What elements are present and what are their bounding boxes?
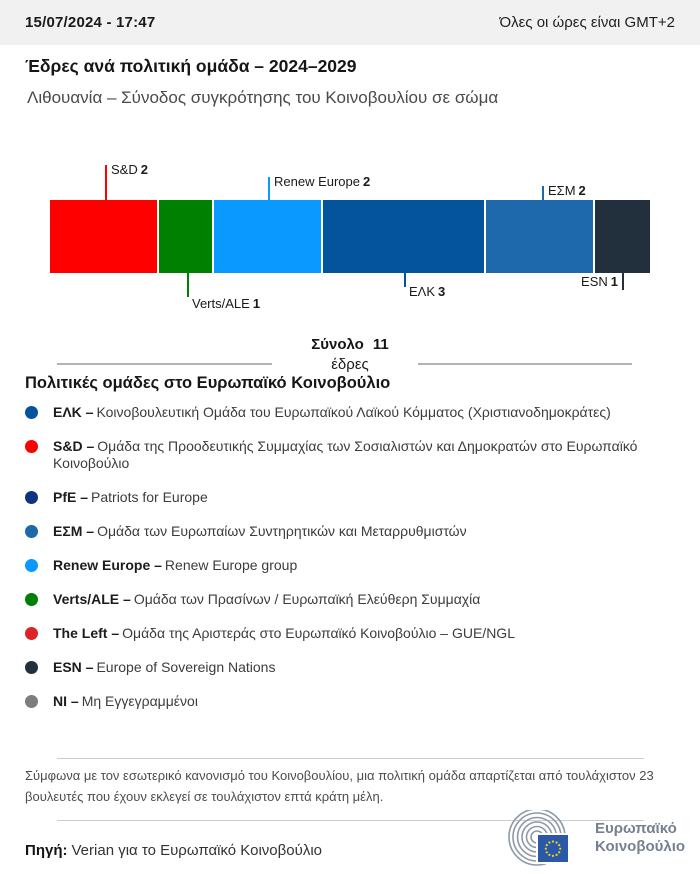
legend-dot-sd	[25, 440, 38, 453]
callout-tick-sd	[105, 165, 107, 200]
segment-seats: 2	[578, 183, 586, 198]
source-label: Πηγή:	[25, 842, 68, 859]
bar-segment-Renew Europe[interactable]	[213, 200, 323, 273]
logo-text-line2: Κοινοβούλιο	[595, 838, 686, 855]
legend-dot-ni	[25, 695, 38, 708]
legend-name: Verts/ALE –	[53, 591, 131, 607]
legend-item-sd: S&D – Ομάδα της Προοδευτικής Συμμαχίας τω…	[25, 438, 675, 472]
legend-desc: Patriots for Europe	[91, 489, 208, 505]
stacked-bar	[50, 200, 650, 273]
legend-item-renew: Renew Europe – Renew Europe group	[25, 557, 675, 574]
legend-desc: Europe of Sovereign Nations	[96, 659, 276, 675]
callout-label-renew: Renew Europe 2	[274, 174, 370, 190]
legend-item-pfe: PfE – Patriots for Europe	[25, 489, 675, 506]
total-unit: έδρες	[331, 356, 369, 373]
callout-label-epp: ΕΛΚ 3	[409, 284, 445, 300]
seats-chart: S&D 2 Renew Europe 2 ΕΣΜ 2 Verts/ALE 1 ΕΛΚ 3 …	[0, 160, 700, 320]
eu-flag-icon	[538, 835, 568, 862]
logo-text-line1: Ευρωπαϊκό	[595, 820, 677, 837]
callout-tick-ecr	[542, 186, 544, 200]
legend-item-ecr: ΕΣΜ – Ομάδα των Ευρωπαίων Συντηρητικών κα…	[25, 523, 675, 540]
eu-flag-stars	[544, 840, 562, 857]
ep-logo-graphic	[508, 810, 570, 866]
legend-item-epp: ΕΛΚ – Κοινοβουλευτική Ομάδα του Ευρωπαϊκο…	[25, 404, 675, 421]
bar-segment-S&D[interactable]	[50, 200, 160, 273]
callout-label-esn: ESN 1	[538, 274, 618, 290]
total-divider-left	[57, 363, 272, 365]
segment-name: Renew Europe	[274, 174, 360, 189]
total-label: Σύνολο	[311, 336, 364, 353]
legend: ΕΛΚ – Κοινοβουλευτική Ομάδα του Ευρωπαϊκο…	[25, 404, 675, 727]
legend-name: ESN –	[53, 659, 94, 675]
legend-name: Renew Europe –	[53, 557, 162, 573]
bar-segment-ΕΛΚ[interactable]	[322, 200, 487, 273]
callout-label-verts: Verts/ALE 1	[192, 296, 260, 312]
rules-note: Σύμφωνα με τον εσωτερικό κανονισμό του Κ…	[25, 768, 654, 804]
segment-seats: 1	[252, 296, 261, 311]
legend-desc: Ομάδα των Πρασίνων / Ευρωπαϊκή Ελεύθερη …	[133, 591, 481, 607]
segment-name: S&D	[111, 162, 138, 177]
total-divider-right	[418, 363, 632, 365]
ep-logo: Ευρωπαϊκό Κοινοβούλιο	[507, 809, 697, 867]
bar-segment-ΕΣΜ[interactable]	[486, 200, 596, 273]
segment-seats: 2	[363, 174, 371, 189]
legend-desc: Ομάδα της Προοδευτικής Συμμαχίας των Σοσ…	[53, 438, 638, 471]
legend-desc: Renew Europe group	[164, 557, 298, 573]
legend-name: ΕΛΚ –	[53, 404, 94, 420]
source-text: Verian για το Ευρωπαϊκό Κοινοβούλιο	[71, 842, 323, 859]
legend-dot-verts	[25, 593, 38, 606]
callout-tick-esn	[622, 273, 624, 290]
segment-seats: 3	[438, 284, 446, 299]
legend-item-esn: ESN – Europe of Sovereign Nations	[25, 659, 675, 676]
footer-divider-bottom	[57, 820, 644, 821]
callout-tick-epp	[404, 273, 406, 287]
total-seats-line1: Σύνολο 11	[270, 336, 430, 353]
legend-desc: Ομάδα των Ευρωπαίων Συντηρητικών και Μετ…	[97, 523, 467, 539]
bar-segment-Verts/ALE[interactable]	[159, 200, 214, 273]
legend-dot-ecr	[25, 525, 38, 538]
legend-name: NI –	[53, 693, 79, 709]
page-title: Έδρες ανά πολιτική ομάδα – 2024–2029	[25, 56, 357, 76]
segment-name: ΕΛΚ	[409, 284, 436, 299]
timezone-note: Όλες οι ώρες είναι GMT+2	[499, 14, 676, 31]
legend-heading: Πολιτικές ομάδες στο Ευρωπαϊκό Κοινοβούλ…	[25, 374, 391, 392]
legend-name: S&D –	[53, 438, 95, 454]
segment-seats: 1	[610, 274, 618, 289]
segment-name: ESN	[581, 274, 608, 289]
ep-logo-text: Ευρωπαϊκό Κοινοβούλιο	[595, 820, 685, 856]
segment-seats: 2	[140, 162, 148, 177]
legend-item-verts: Verts/ALE – Ομάδα των Πρασίνων / Ευρωπαϊκ…	[25, 591, 675, 608]
legend-dot-renew	[25, 559, 38, 572]
legend-desc: Ομάδα της Αριστεράς στο Ευρωπαϊκό Κοινοβ…	[122, 625, 515, 641]
legend-dot-left	[25, 627, 38, 640]
legend-desc: Κοινοβουλευτική Ομάδα του Ευρωπαϊκού Λαϊ…	[96, 404, 611, 420]
total-seats: Σύνολο 11 έδρες	[270, 336, 430, 373]
legend-dot-epp	[25, 406, 38, 419]
source-line: Πηγή: Verian για το Ευρωπαϊκό Κοινοβούλιο	[25, 842, 322, 859]
footer-divider-top	[57, 758, 644, 759]
callout-tick-renew	[268, 177, 270, 200]
legend-desc: Μη Εγγεγραμμένοι	[81, 693, 198, 709]
legend-dot-esn	[25, 661, 38, 674]
top-bar: 15/07/2024 - 17:47 Όλες οι ώρες είναι GM…	[0, 0, 700, 45]
bar-segment-ESN[interactable]	[595, 200, 650, 273]
total-value: 11	[372, 336, 389, 353]
legend-item-ni: NI – Μη Εγγεγραμμένοι	[25, 693, 675, 710]
datetime-label: 15/07/2024 - 17:47	[25, 14, 156, 31]
callout-label-sd: S&D 2	[111, 162, 148, 178]
legend-name: ΕΣΜ –	[53, 523, 95, 539]
page-subtitle: Λιθουανία – Σύνοδος συγκρότησης του Κοιν…	[27, 88, 499, 107]
legend-name: The Left –	[53, 625, 120, 641]
legend-item-left: The Left – Ομάδα της Αριστεράς στο Ευρωπα…	[25, 625, 675, 642]
callout-label-ecr: ΕΣΜ 2	[548, 183, 586, 199]
callout-tick-verts	[187, 273, 189, 297]
legend-name: PfE –	[53, 489, 89, 505]
segment-name: ΕΣΜ	[548, 183, 576, 198]
segment-name: Verts/ALE	[192, 296, 250, 311]
legend-dot-pfe	[25, 491, 38, 504]
